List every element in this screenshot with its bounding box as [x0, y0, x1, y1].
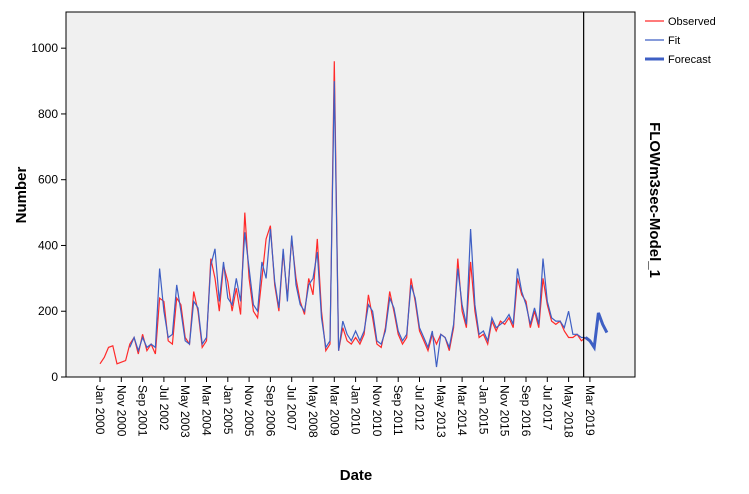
x-tick-label: Sep 2006	[263, 385, 277, 437]
x-tick-label: Jan 2010	[349, 385, 363, 435]
series-line	[99, 61, 586, 365]
y-axis-title: Number	[13, 167, 30, 224]
x-tick-label: Jul 2002	[157, 385, 171, 431]
x-tick-label: Nov 2005	[242, 385, 256, 437]
x-tick-label: Nov 2000	[114, 385, 128, 437]
x-tick-label: Mar 2019	[583, 385, 597, 436]
x-tick-label: Sep 2016	[519, 385, 533, 437]
series-line	[584, 312, 609, 352]
legend-label: Observed	[668, 16, 716, 28]
x-tick-label: May 2013	[434, 385, 448, 438]
x-tick-label: Nov 2015	[498, 385, 512, 437]
x-tick-label: Jul 2012	[413, 385, 427, 431]
y-tick-label: 0	[51, 370, 58, 384]
x-tick-label: May 2018	[562, 385, 576, 438]
x-tick-label: Nov 2010	[370, 385, 384, 437]
legend-label: Forecast	[668, 54, 711, 66]
y-tick-label: 400	[38, 238, 58, 252]
x-tick-label: May 2008	[306, 385, 320, 438]
x-tick-label: Jul 2007	[285, 385, 299, 431]
y-tick-label: 800	[38, 107, 58, 121]
x-tick-label: Jan 2015	[476, 385, 490, 435]
x-tick-label: Jan 2005	[221, 385, 235, 435]
x-tick-label: Sep 2001	[136, 385, 150, 437]
y-tick-label: 1000	[31, 41, 58, 55]
x-axis-title: Date	[340, 467, 373, 484]
y-tick-label: 200	[38, 304, 58, 318]
legend-label: Fit	[668, 35, 680, 47]
plot-area	[65, 11, 636, 378]
x-tick-label: Sep 2011	[391, 385, 405, 436]
series-line	[129, 81, 586, 368]
y-tick-label: 600	[38, 173, 58, 187]
x-tick-label: May 2003	[178, 385, 192, 438]
x-tick-label: Jul 2017	[540, 385, 554, 431]
x-tick-label: Jan 2000	[93, 385, 107, 435]
model-label: FLOWm3sec-Model_1	[646, 122, 663, 278]
x-tick-label: Mar 2014	[455, 385, 469, 436]
x-tick-label: Mar 2009	[327, 385, 341, 436]
x-tick-label: Mar 2004	[200, 385, 214, 436]
